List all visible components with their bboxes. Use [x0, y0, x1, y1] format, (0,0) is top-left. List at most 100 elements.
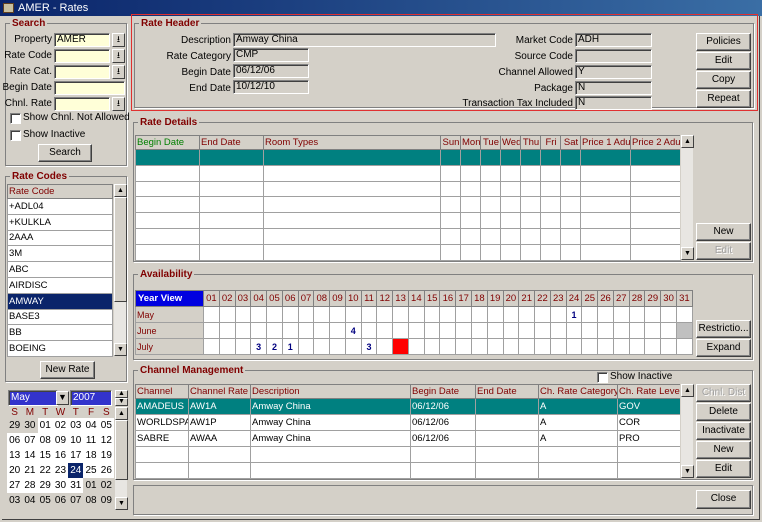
show-chnl-not-allowed-checkbox[interactable]: [10, 113, 21, 124]
availability-cell[interactable]: [203, 322, 220, 339]
end-date-field[interactable]: 10/12/10: [233, 80, 309, 94]
scroll-thumb[interactable]: [114, 197, 127, 302]
calendar-day[interactable]: 01: [39, 420, 51, 431]
availability-cell[interactable]: [234, 306, 252, 323]
availability-cell[interactable]: [502, 306, 520, 323]
availability-cell[interactable]: [612, 338, 630, 355]
rate-code-item[interactable]: AMWAY: [7, 292, 113, 310]
availability-cell[interactable]: [281, 306, 299, 323]
availability-cell[interactable]: [675, 322, 693, 339]
availability-cell[interactable]: [313, 306, 331, 323]
rate-details-edit-button[interactable]: Edit: [696, 242, 751, 260]
scroll-down-icon[interactable]: ▼: [114, 343, 127, 356]
calendar-scrollbar[interactable]: ▲ ▼: [114, 407, 128, 510]
availability-cell[interactable]: [502, 322, 520, 339]
availability-cell[interactable]: [660, 338, 677, 355]
availability-cell[interactable]: [565, 322, 583, 339]
calendar-day[interactable]: 07: [68, 493, 84, 508]
availability-cell[interactable]: [455, 306, 473, 323]
restrictions-button[interactable]: Restrictio...: [696, 320, 751, 338]
availability-cell[interactable]: [675, 338, 693, 355]
availability-cell[interactable]: [234, 322, 252, 339]
column-header[interactable]: End Date: [475, 384, 539, 399]
calendar-day[interactable]: 14: [24, 450, 36, 461]
availability-cell[interactable]: [644, 338, 662, 355]
begin-date-field[interactable]: 06/12/06: [233, 64, 309, 78]
calendar-day[interactable]: 06: [9, 435, 21, 446]
column-header[interactable]: Ch. Rate Category: [538, 384, 618, 399]
rate-details-row[interactable]: [135, 180, 681, 198]
rate-code-item[interactable]: ABC: [7, 261, 113, 278]
availability-cell[interactable]: [565, 338, 583, 355]
rate-code-dropdown-icon[interactable]: ⭳: [112, 49, 125, 63]
calendar-day[interactable]: 02: [98, 478, 114, 493]
rate-code-item[interactable]: +KULKLA: [7, 213, 113, 231]
availability-cell[interactable]: [392, 338, 409, 355]
availability-cell[interactable]: [329, 306, 346, 323]
chnl-rate-input[interactable]: [54, 97, 110, 111]
column-header[interactable]: Channel Rate: [188, 384, 251, 399]
availability-cell[interactable]: [471, 306, 488, 323]
availability-cell[interactable]: 4: [344, 322, 362, 339]
availability-cell[interactable]: [203, 306, 220, 323]
availability-cell[interactable]: [628, 322, 646, 339]
availability-cell[interactable]: [660, 306, 677, 323]
inactivate-button[interactable]: Inactivate: [696, 422, 751, 440]
rate-cat-dropdown-icon[interactable]: ⭳: [112, 65, 125, 79]
column-header[interactable]: Fri: [540, 135, 561, 150]
availability-cell[interactable]: [471, 338, 488, 355]
calendar-day[interactable]: 29: [7, 418, 23, 433]
availability-cell[interactable]: [250, 322, 268, 339]
calendar-day[interactable]: 21: [24, 465, 36, 476]
calendar-day[interactable]: 17: [70, 450, 82, 461]
rate-details-row[interactable]: [135, 196, 681, 214]
availability-cell[interactable]: [297, 306, 315, 323]
column-header[interactable]: End Date: [199, 135, 264, 150]
calendar-day[interactable]: 25: [85, 465, 97, 476]
new-rate-button[interactable]: New Rate: [40, 361, 95, 379]
calendar-day[interactable]: 08: [83, 493, 99, 508]
availability-cell[interactable]: [407, 322, 425, 339]
calendar-day[interactable]: 15: [39, 450, 51, 461]
availability-cell[interactable]: [360, 322, 378, 339]
availability-cell[interactable]: [534, 322, 551, 339]
rate-details-row[interactable]: [135, 212, 681, 229]
column-header[interactable]: Price 1 Adult: [580, 135, 631, 150]
calendar-day[interactable]: 19: [100, 450, 112, 461]
availability-cell[interactable]: [344, 306, 362, 323]
edit-rate-header-button[interactable]: Edit: [696, 52, 751, 70]
calendar-day[interactable]: 03: [7, 493, 23, 508]
column-header[interactable]: Mon: [460, 135, 481, 150]
availability-cell[interactable]: [423, 322, 441, 339]
year-input[interactable]: 2007: [70, 390, 112, 406]
channel-allowed-field[interactable]: Y: [575, 65, 652, 79]
availability-cell[interactable]: [234, 338, 252, 355]
property-input[interactable]: AMER: [54, 33, 110, 47]
availability-cell[interactable]: 3: [250, 338, 268, 355]
availability-cell[interactable]: [439, 322, 457, 339]
rate-code-item[interactable]: 3M: [7, 245, 113, 263]
calendar-day[interactable]: 24: [68, 463, 84, 478]
channel-show-inactive-checkbox[interactable]: [597, 372, 608, 383]
rate-details-new-button[interactable]: New: [696, 223, 751, 241]
availability-cell[interactable]: [549, 306, 567, 323]
source-code-field[interactable]: [575, 49, 652, 63]
property-dropdown-icon[interactable]: ⭳: [112, 33, 125, 47]
calendar-day[interactable]: 18: [85, 450, 97, 461]
availability-cell[interactable]: [502, 338, 520, 355]
rate-cat-input[interactable]: [54, 65, 110, 79]
rate-details-row[interactable]: [135, 149, 681, 166]
year-spinner[interactable]: ▲ ▼: [114, 390, 128, 406]
market-code-field[interactable]: ADH: [575, 33, 652, 47]
calendar-day[interactable]: 01: [83, 478, 99, 493]
channel-edit-button[interactable]: Edit: [696, 460, 751, 478]
availability-cell[interactable]: [549, 338, 567, 355]
close-button[interactable]: Close: [696, 490, 751, 509]
calendar-day[interactable]: 30: [22, 418, 38, 433]
availability-cell[interactable]: [376, 322, 394, 339]
calendar-day[interactable]: 10: [70, 435, 82, 446]
expand-button[interactable]: Expand: [696, 339, 751, 357]
availability-cell[interactable]: [218, 322, 236, 339]
calendar-day[interactable]: 03: [70, 420, 82, 431]
column-header[interactable]: Thu: [520, 135, 541, 150]
